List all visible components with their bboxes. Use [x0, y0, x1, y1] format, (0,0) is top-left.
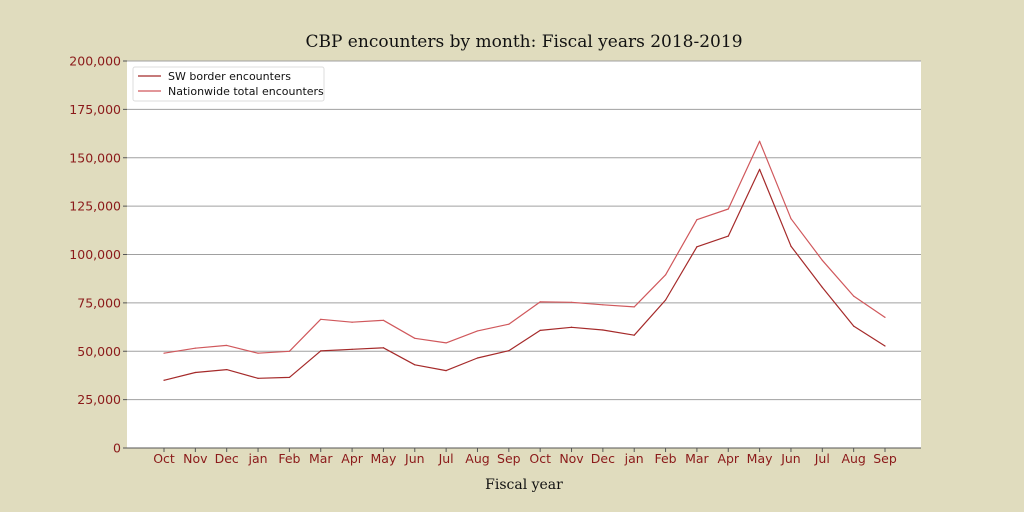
data-point — [853, 325, 855, 327]
data-point — [414, 364, 416, 366]
data-point — [570, 301, 573, 303]
data-point — [445, 370, 447, 372]
x-tick-label: jan — [248, 451, 268, 466]
data-point — [821, 259, 823, 261]
data-point — [382, 347, 385, 349]
data-point — [853, 295, 855, 297]
data-point — [351, 321, 353, 323]
x-tick-label: Aug — [465, 451, 489, 466]
data-point — [226, 344, 228, 347]
y-tick-label: 175,000 — [69, 102, 121, 117]
legend-label-sw-border: SW border encounters — [168, 70, 291, 83]
x-tick-label: Dec — [215, 451, 239, 466]
data-point — [633, 306, 635, 308]
y-tick-label: 125,000 — [69, 199, 121, 214]
data-point — [351, 348, 353, 350]
data-point — [759, 140, 761, 142]
data-point — [664, 274, 667, 276]
gridlines — [127, 60, 921, 401]
data-point — [320, 350, 322, 352]
x-tick-label: Feb — [278, 451, 300, 466]
y-tick-label: 50,000 — [77, 344, 121, 359]
x-tick-label: Feb — [654, 451, 676, 466]
data-point — [664, 299, 667, 301]
data-point — [257, 352, 259, 354]
x-tick-label: Dec — [591, 451, 615, 466]
legend: SW border encounters Nationwide total en… — [132, 66, 325, 102]
data-point — [696, 246, 698, 248]
x-tick-label: Apr — [717, 451, 739, 466]
data-point — [602, 329, 604, 331]
data-point — [727, 208, 729, 210]
y-tick-label: 100,000 — [69, 247, 121, 262]
data-point — [194, 371, 196, 374]
data-point — [445, 342, 447, 344]
data-point — [727, 235, 729, 237]
chart-title: CBP encounters by month: Fiscal years 20… — [305, 32, 742, 52]
y-tick-label: 0 — [113, 441, 121, 456]
x-tick-label: Sep — [873, 451, 897, 466]
x-tick-label: Mar — [685, 451, 709, 466]
x-tick-label: Jun — [404, 451, 425, 466]
y-tick-label: 150,000 — [69, 150, 121, 165]
y-tick-label: 75,000 — [77, 295, 121, 310]
data-point — [508, 323, 510, 325]
data-point — [320, 318, 322, 320]
x-tick-label: Mar — [309, 451, 333, 466]
x-axis-label: Fiscal year — [485, 477, 563, 493]
data-point — [163, 379, 165, 381]
data-point — [602, 304, 604, 306]
data-point — [382, 319, 385, 321]
x-tick-label: Aug — [841, 451, 865, 466]
x-tick-label: May — [747, 451, 773, 466]
x-tick-label: Sep — [497, 451, 521, 466]
x-tick-label: Nov — [183, 451, 208, 466]
y-tick-label: 25,000 — [77, 392, 121, 407]
data-point — [476, 330, 479, 332]
data-point — [884, 345, 886, 347]
data-point — [508, 350, 510, 352]
data-point — [539, 329, 541, 331]
y-axis: 0 25,000 50,000 75,000 100,000 125,000 150,000… — [69, 54, 127, 456]
data-point — [570, 326, 573, 328]
data-point — [288, 350, 290, 352]
x-tick-label: Jul — [814, 451, 830, 466]
series-lines — [163, 140, 886, 381]
x-tick-label: Nov — [559, 451, 584, 466]
x-tick-label: Oct — [153, 451, 175, 466]
x-tick-label: May — [371, 451, 397, 466]
data-point — [696, 219, 698, 221]
data-point — [821, 286, 823, 288]
x-axis: Oct Nov Dec jan Feb Mar Apr May Jun Jul Aug Sep Oct N… — [153, 448, 897, 466]
x-tick-label: Jul — [438, 451, 454, 466]
data-point — [163, 352, 165, 354]
data-point — [414, 337, 416, 339]
legend-box — [132, 66, 325, 102]
series-line-nationwide — [163, 140, 886, 354]
x-tick-label: Jun — [780, 451, 801, 466]
legend-label-nationwide: Nationwide total encounters — [168, 85, 324, 98]
data-point — [288, 376, 290, 378]
series-line-sw-border — [163, 168, 886, 381]
data-point — [790, 245, 792, 247]
data-point — [194, 347, 196, 349]
data-point — [759, 168, 761, 170]
x-tick-label: Apr — [341, 451, 363, 466]
data-point — [226, 369, 228, 371]
y-tick-label: 200,000 — [69, 54, 121, 69]
x-tick-label: Oct — [529, 451, 551, 466]
data-point — [539, 301, 541, 303]
data-point — [633, 334, 635, 336]
data-point — [790, 218, 792, 220]
data-point — [884, 316, 886, 318]
x-tick-label: jan — [624, 451, 644, 466]
data-point — [476, 357, 479, 359]
data-point — [257, 377, 259, 379]
